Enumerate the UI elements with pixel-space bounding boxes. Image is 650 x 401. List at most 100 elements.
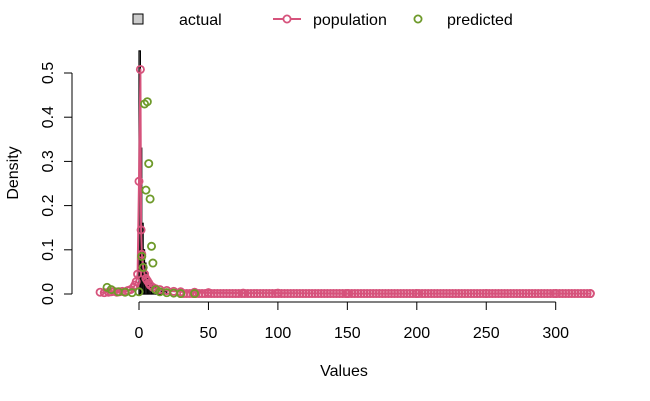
population-point: [319, 289, 329, 299]
population-point: [325, 289, 335, 299]
population-point: [301, 289, 311, 299]
population-point: [561, 289, 571, 299]
population-point: [481, 289, 491, 299]
population-point: [576, 289, 586, 299]
population-point: [286, 289, 296, 299]
predicted-point: [176, 289, 186, 299]
population-point: [238, 288, 248, 298]
population-point: [353, 289, 363, 299]
population-point: [380, 289, 390, 299]
population-point: [573, 289, 583, 299]
x-tick-label: 0: [135, 325, 144, 342]
population-point: [283, 289, 293, 299]
population-point: [212, 289, 222, 299]
predicted-point: [190, 289, 200, 299]
population-point: [451, 289, 461, 299]
population-point: [490, 289, 500, 299]
population-point: [423, 289, 433, 299]
population-point: [249, 289, 259, 299]
population-point: [402, 289, 412, 299]
predicted-point: [145, 194, 155, 204]
population-point: [460, 289, 470, 299]
population-point: [570, 289, 580, 299]
population-point: [356, 289, 366, 299]
population-point: [295, 289, 305, 299]
population-point: [252, 289, 262, 299]
population-point: [342, 289, 352, 299]
plot-area: [95, 50, 595, 299]
population-point: [387, 289, 397, 299]
y-tick-label: 0.1: [40, 239, 57, 261]
population-point: [429, 289, 439, 299]
population-point: [203, 288, 213, 298]
population-point: [448, 289, 458, 299]
population-point: [435, 289, 445, 299]
population-point: [515, 289, 525, 299]
population-point: [472, 289, 482, 299]
legend-swatch: [132, 13, 144, 25]
series-population: [95, 64, 595, 299]
population-point: [539, 289, 549, 299]
x-tick-label: 100: [265, 325, 292, 342]
population-point: [536, 289, 546, 299]
population-point: [134, 176, 144, 186]
population-point: [396, 289, 406, 299]
y-axis: 0.0 0.1 0.2 0.3 0.4 0.5: [40, 62, 73, 305]
population-point: [524, 289, 534, 299]
population-point: [228, 289, 238, 299]
population-point: [454, 289, 464, 299]
population-point: [527, 289, 537, 299]
population-point: [412, 289, 422, 299]
population-point: [298, 289, 308, 299]
y-tick-label: 0.2: [40, 194, 57, 216]
y-tick-label: 0.3: [40, 150, 57, 172]
predicted-point: [142, 97, 152, 107]
legend: actual population predicted: [132, 12, 513, 29]
population-point: [218, 289, 228, 299]
population-point: [322, 289, 332, 299]
predicted-point: [137, 251, 147, 261]
predicted-point: [138, 262, 148, 272]
population-point: [442, 289, 452, 299]
population-point: [518, 289, 528, 299]
population-point: [463, 289, 473, 299]
population-point: [307, 289, 317, 299]
population-point: [521, 289, 531, 299]
predicted-point: [134, 287, 144, 297]
legend-item-predicted: predicted: [413, 12, 513, 29]
population-point: [533, 289, 543, 299]
population-point: [292, 289, 302, 299]
population-point: [545, 289, 555, 299]
population-point: [328, 289, 338, 299]
population-point: [445, 289, 455, 299]
population-point: [469, 289, 479, 299]
population-point: [215, 289, 225, 299]
population-point: [509, 289, 519, 299]
population-point: [487, 289, 497, 299]
population-point: [555, 289, 565, 299]
population-point: [225, 289, 235, 299]
population-point: [374, 289, 384, 299]
population-point: [365, 289, 375, 299]
legend-label: actual: [179, 12, 222, 29]
population-point: [185, 289, 195, 299]
population-point: [338, 289, 348, 299]
population-point: [503, 289, 513, 299]
population-point: [261, 289, 271, 299]
y-tick-label: 0.5: [40, 62, 57, 84]
population-point: [390, 289, 400, 299]
predicted-point: [141, 185, 151, 195]
population-point: [420, 289, 430, 299]
population-point: [136, 225, 146, 235]
population-point: [368, 289, 378, 299]
population-point: [222, 289, 232, 299]
population-point: [95, 287, 105, 297]
population-point: [567, 289, 577, 299]
x-axis: 0 50 100 150 200 250 300: [135, 301, 569, 342]
x-tick-label: 200: [403, 325, 430, 342]
population-point: [347, 289, 357, 299]
population-point: [500, 289, 510, 299]
population-point: [426, 289, 436, 299]
x-tick-label: 50: [200, 325, 218, 342]
